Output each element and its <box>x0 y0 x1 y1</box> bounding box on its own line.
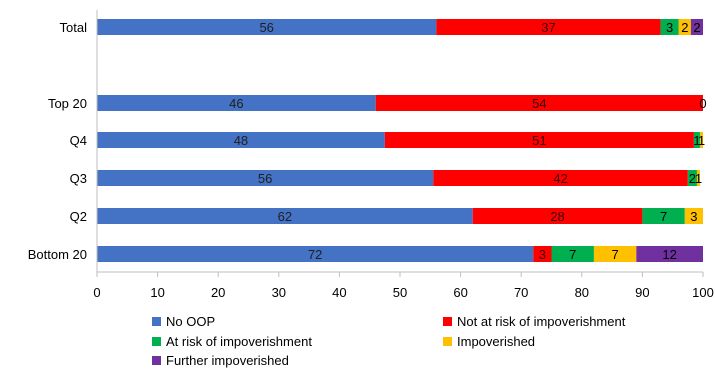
legend-swatch <box>152 356 161 365</box>
data-label: 48 <box>234 133 248 148</box>
bar-segment <box>375 95 703 111</box>
data-label: 54 <box>532 96 546 111</box>
data-label: 51 <box>532 133 546 148</box>
bar-segment <box>433 170 688 186</box>
category-label: Top 20 <box>48 96 87 111</box>
data-label: 56 <box>259 20 273 35</box>
x-tick-label: 100 <box>692 285 714 300</box>
data-label: 62 <box>278 209 292 224</box>
legend-swatch <box>443 317 452 326</box>
data-label: 1 <box>698 133 705 148</box>
x-tick-label: 50 <box>393 285 407 300</box>
data-label: 3 <box>690 209 697 224</box>
legend-label: No OOP <box>166 314 215 329</box>
bar-segment <box>97 208 473 224</box>
bar-segment <box>687 170 697 186</box>
bar-segment <box>97 170 434 186</box>
data-label: 0 <box>699 96 706 111</box>
bar-segment <box>690 19 703 35</box>
bar-segment <box>472 208 643 224</box>
bar-segment <box>551 246 594 262</box>
bar-segment <box>384 132 694 148</box>
legend-label: Further impoverished <box>166 353 289 368</box>
legend-swatch <box>152 337 161 346</box>
x-tick-label: 10 <box>150 285 164 300</box>
category-label: Total <box>60 20 88 35</box>
data-label: 7 <box>660 209 667 224</box>
data-label: 28 <box>550 209 564 224</box>
x-tick-label: 90 <box>635 285 649 300</box>
data-label: 72 <box>308 247 322 262</box>
x-tick-label: 80 <box>575 285 589 300</box>
legend-label: Impoverished <box>457 334 535 349</box>
data-label: 2 <box>681 20 688 35</box>
bar-segment <box>97 19 437 35</box>
bar-segment <box>678 19 691 35</box>
data-label: 1 <box>695 171 702 186</box>
x-tick-label: 40 <box>332 285 346 300</box>
x-tick-label: 30 <box>272 285 286 300</box>
category-label: Bottom 20 <box>28 247 87 262</box>
x-tick-label: 60 <box>453 285 467 300</box>
x-tick-label: 70 <box>514 285 528 300</box>
bar-segment <box>636 246 703 262</box>
category-label: Q2 <box>70 209 87 224</box>
bar-segment <box>436 19 661 35</box>
bar-segment <box>699 132 703 148</box>
category-label: Q4 <box>70 133 87 148</box>
bar-segment <box>533 246 552 262</box>
bar-segment <box>696 170 700 186</box>
x-tick-label: 20 <box>211 285 225 300</box>
bar-segment <box>642 208 685 224</box>
bar-segment <box>693 132 700 148</box>
data-label: 2 <box>689 171 696 186</box>
data-label: 46 <box>229 96 243 111</box>
data-label: 7 <box>569 247 576 262</box>
legend-swatch <box>152 317 161 326</box>
bar-segment <box>97 246 534 262</box>
x-tick-label: 0 <box>93 285 100 300</box>
data-label: 42 <box>553 171 567 186</box>
legend-label: Not at risk of impoverishment <box>457 314 626 329</box>
legend-label: At risk of impoverishment <box>166 334 312 349</box>
data-label: 12 <box>662 247 676 262</box>
bar-segment <box>97 95 376 111</box>
category-label: Q3 <box>70 171 87 186</box>
data-label: 3 <box>666 20 673 35</box>
bar-segment <box>593 246 637 262</box>
data-label: 3 <box>539 247 546 262</box>
data-label: 37 <box>541 20 555 35</box>
data-label: 1 <box>693 133 700 148</box>
data-label: 7 <box>612 247 619 262</box>
legend-swatch <box>443 337 452 346</box>
bar-segment <box>97 132 385 148</box>
bar-segment <box>660 19 679 35</box>
data-label: 56 <box>258 171 272 186</box>
data-label: 2 <box>693 20 700 35</box>
bar-segment <box>684 208 703 224</box>
